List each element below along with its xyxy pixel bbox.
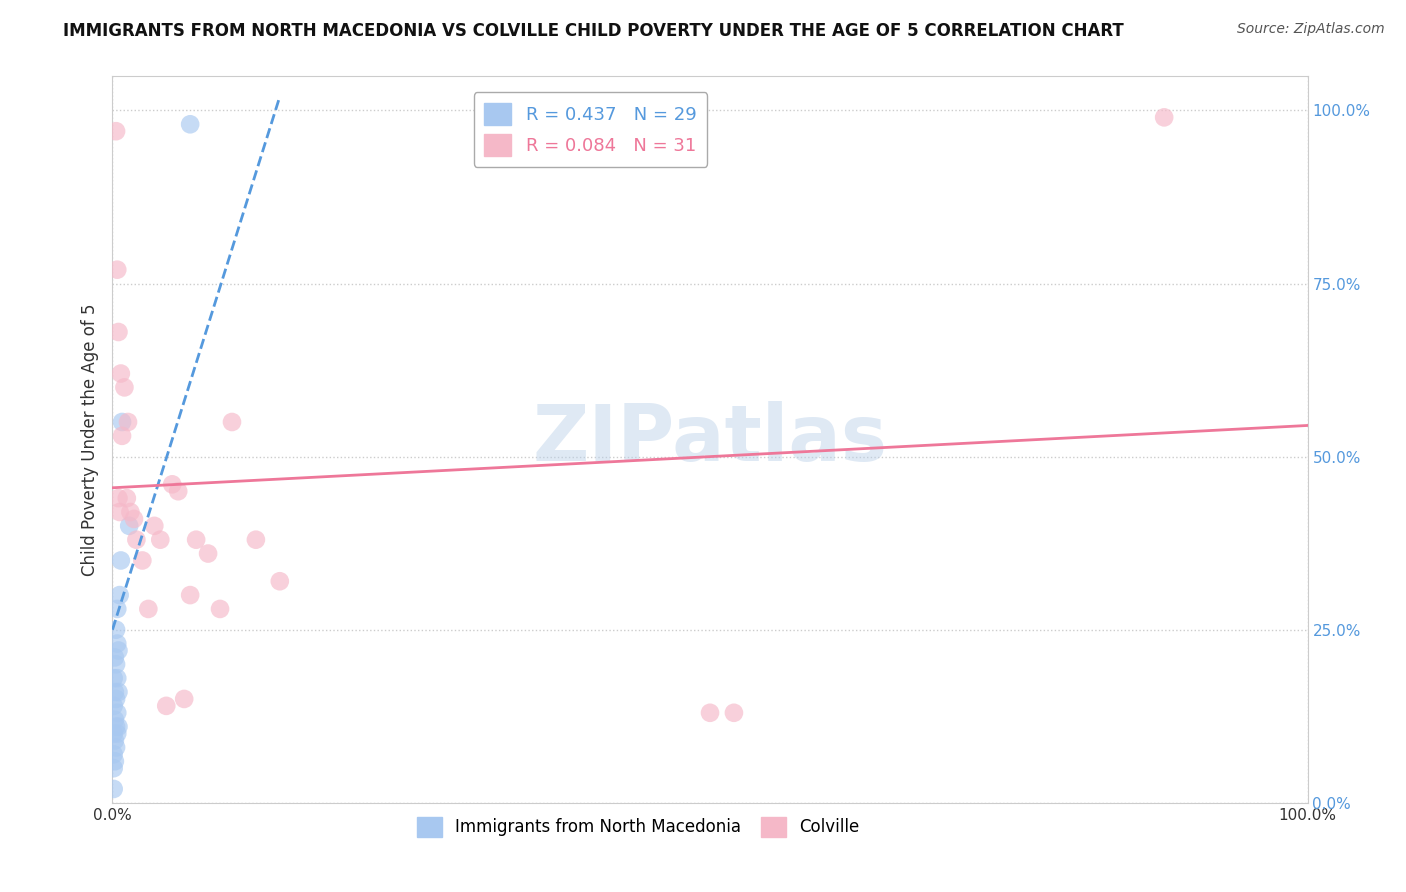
- Point: [117, 415, 139, 429]
- Point: [108, 588, 131, 602]
- Point: [105, 720, 128, 734]
- Point: [111, 415, 134, 429]
- Point: [105, 636, 128, 650]
- Point: [723, 706, 745, 720]
- Point: [197, 547, 219, 561]
- Point: [143, 519, 166, 533]
- Point: [245, 533, 267, 547]
- Text: Source: ZipAtlas.com: Source: ZipAtlas.com: [1237, 22, 1385, 37]
- Point: [125, 533, 148, 547]
- Point: [110, 367, 132, 381]
- Point: [110, 553, 132, 567]
- Point: [108, 505, 131, 519]
- Point: [186, 533, 208, 547]
- Point: [103, 726, 125, 740]
- Point: [107, 643, 129, 657]
- Point: [114, 380, 135, 394]
- Point: [104, 685, 127, 699]
- Point: [107, 685, 129, 699]
- Point: [103, 761, 125, 775]
- Point: [105, 692, 128, 706]
- Point: [105, 124, 128, 138]
- Point: [209, 602, 232, 616]
- Point: [269, 574, 291, 589]
- Point: [179, 588, 201, 602]
- Point: [104, 713, 127, 727]
- Point: [167, 484, 190, 499]
- Point: [104, 650, 127, 665]
- Point: [699, 706, 721, 720]
- Point: [107, 491, 129, 505]
- Point: [104, 754, 127, 768]
- Point: [105, 726, 128, 740]
- Point: [105, 740, 128, 755]
- Point: [107, 720, 129, 734]
- Point: [162, 477, 183, 491]
- Point: [105, 602, 128, 616]
- Y-axis label: Child Poverty Under the Age of 5: Child Poverty Under the Age of 5: [80, 303, 98, 575]
- Point: [103, 698, 125, 713]
- Point: [103, 781, 125, 796]
- Point: [103, 671, 125, 685]
- Point: [105, 262, 128, 277]
- Point: [131, 553, 153, 567]
- Text: IMMIGRANTS FROM NORTH MACEDONIA VS COLVILLE CHILD POVERTY UNDER THE AGE OF 5 COR: IMMIGRANTS FROM NORTH MACEDONIA VS COLVI…: [63, 22, 1123, 40]
- Point: [120, 505, 142, 519]
- Point: [103, 747, 125, 762]
- Point: [105, 623, 128, 637]
- Point: [107, 325, 129, 339]
- Point: [173, 692, 195, 706]
- Point: [179, 117, 201, 131]
- Point: [105, 706, 128, 720]
- Point: [1153, 111, 1175, 125]
- Point: [111, 429, 134, 443]
- Point: [138, 602, 160, 616]
- Point: [105, 671, 128, 685]
- Point: [149, 533, 172, 547]
- Legend: Immigrants from North Macedonia, Colville: Immigrants from North Macedonia, Colvill…: [409, 808, 868, 846]
- Point: [122, 512, 145, 526]
- Point: [221, 415, 243, 429]
- Point: [118, 519, 141, 533]
- Point: [115, 491, 138, 505]
- Point: [155, 698, 177, 713]
- Point: [105, 657, 128, 672]
- Text: ZIPatlas: ZIPatlas: [533, 401, 887, 477]
- Point: [104, 733, 127, 747]
